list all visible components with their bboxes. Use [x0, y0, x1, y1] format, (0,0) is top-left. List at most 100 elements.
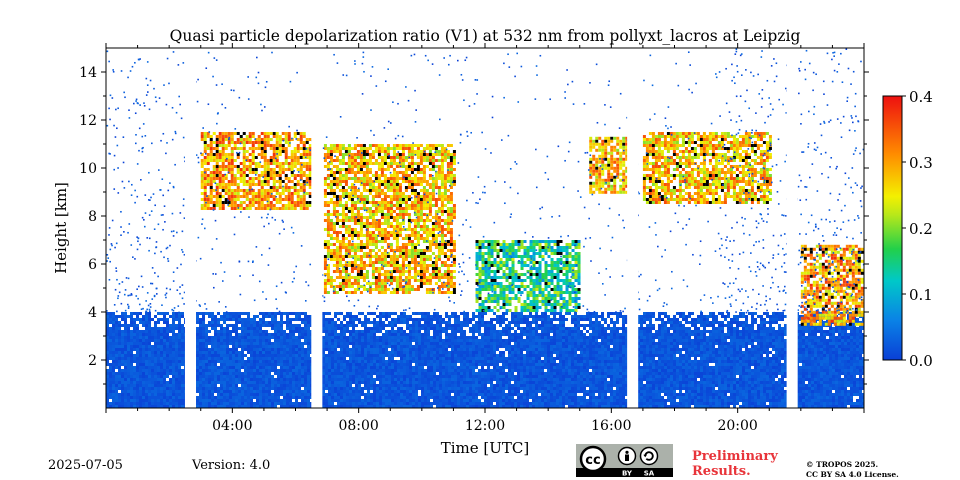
heatmap-cell — [397, 336, 400, 339]
heatmap-cell — [268, 342, 271, 345]
heatmap-cell — [358, 351, 361, 354]
heatmap-cell — [418, 372, 421, 375]
heatmap-cell — [577, 369, 580, 372]
heatmap-cell — [133, 348, 136, 351]
heatmap-cell — [526, 393, 529, 396]
heatmap-cell — [496, 357, 499, 360]
heatmap-cell — [247, 390, 250, 393]
heatmap-cell — [346, 390, 349, 393]
heatmap-cell — [118, 327, 121, 330]
heatmap-cell — [370, 330, 373, 333]
heatmap-cell — [535, 387, 538, 390]
heatmap-cell — [412, 336, 415, 339]
heatmap-cell — [178, 363, 181, 366]
heatmap-cell — [166, 339, 169, 342]
heatmap-cell — [346, 312, 349, 315]
heatmap-cell — [496, 363, 499, 366]
heatmap-cell — [553, 396, 556, 399]
heatmap-cell — [589, 333, 592, 336]
heatmap-cell — [235, 333, 238, 336]
heatmap-cell — [259, 384, 262, 387]
heatmap-cell — [544, 354, 547, 357]
heatmap-cell — [265, 330, 268, 333]
heatmap-cell — [334, 360, 337, 363]
heatmap-cell — [502, 342, 505, 345]
heatmap-cell — [172, 327, 175, 330]
heatmap-cell — [379, 399, 382, 402]
heatmap-cell — [589, 366, 592, 369]
heatmap-cell — [556, 339, 559, 342]
heatmap-cell — [202, 333, 205, 336]
heatmap-cell — [430, 396, 433, 399]
heatmap-cell — [586, 351, 589, 354]
heatmap-cell — [481, 315, 484, 318]
heatmap-cell — [508, 336, 511, 339]
heatmap-cell — [250, 390, 253, 393]
heatmap-cell — [232, 354, 235, 357]
heatmap-cell — [136, 339, 139, 342]
heatmap-cell — [553, 339, 556, 342]
heatmap-cell — [373, 366, 376, 369]
heatmap-cell — [364, 339, 367, 342]
heatmap-cell — [145, 393, 148, 396]
heatmap-cell — [517, 318, 520, 321]
heatmap-cell — [577, 387, 580, 390]
heatmap-cell — [379, 363, 382, 366]
heatmap-cell — [379, 312, 382, 315]
heatmap-cell — [295, 312, 298, 315]
heatmap-cell — [301, 342, 304, 345]
heatmap-cell — [466, 399, 469, 402]
heatmap-cell — [607, 399, 610, 402]
heatmap-cell — [472, 315, 475, 318]
heatmap-cell — [361, 324, 364, 327]
heatmap-cell — [124, 390, 127, 393]
heatmap-cell — [145, 351, 148, 354]
heatmap-cell — [136, 324, 139, 327]
heatmap-cell — [115, 363, 118, 366]
heatmap-cell — [514, 390, 517, 393]
heatmap-cell — [535, 321, 538, 324]
heatmap-cell — [499, 387, 502, 390]
heatmap-cell — [304, 357, 307, 360]
heatmap-cell — [532, 342, 535, 345]
heatmap-cell — [502, 390, 505, 393]
heatmap-cell — [142, 354, 145, 357]
heatmap-cell — [145, 321, 148, 324]
heatmap-cell — [328, 327, 331, 330]
heatmap-cell — [283, 357, 286, 360]
heatmap-cell — [196, 354, 199, 357]
heatmap-cell — [355, 342, 358, 345]
heatmap-cell — [427, 390, 430, 393]
heatmap-cell — [223, 348, 226, 351]
heatmap-cell — [349, 384, 352, 387]
heatmap-cell — [295, 318, 298, 321]
heatmap-cell — [325, 330, 328, 333]
heatmap-cell — [385, 366, 388, 369]
heatmap-cell — [409, 348, 412, 351]
heatmap-cell — [229, 363, 232, 366]
heatmap-cell — [343, 360, 346, 363]
heatmap-cell — [145, 369, 148, 372]
heatmap-cell — [349, 396, 352, 399]
heatmap-cell — [562, 345, 565, 348]
heatmap-cell — [556, 375, 559, 378]
heatmap-cell — [349, 339, 352, 342]
heatmap-cell — [529, 390, 532, 393]
heatmap-cell — [136, 318, 139, 321]
heatmap-cell — [364, 330, 367, 333]
heatmap-cell — [475, 354, 478, 357]
heatmap-cell — [112, 363, 115, 366]
heatmap-cell — [289, 372, 292, 375]
heatmap-cell — [307, 354, 310, 357]
heatmap-cell — [214, 378, 217, 381]
heatmap-cell — [373, 333, 376, 336]
heatmap-cell — [451, 354, 454, 357]
heatmap-cell — [544, 366, 547, 369]
heatmap-cell — [472, 387, 475, 390]
heatmap-cell — [607, 342, 610, 345]
heatmap-cell — [421, 354, 424, 357]
heatmap-cell — [355, 390, 358, 393]
heatmap-cell — [169, 402, 172, 405]
heatmap-cell — [547, 348, 550, 351]
heatmap-cell — [595, 405, 598, 408]
